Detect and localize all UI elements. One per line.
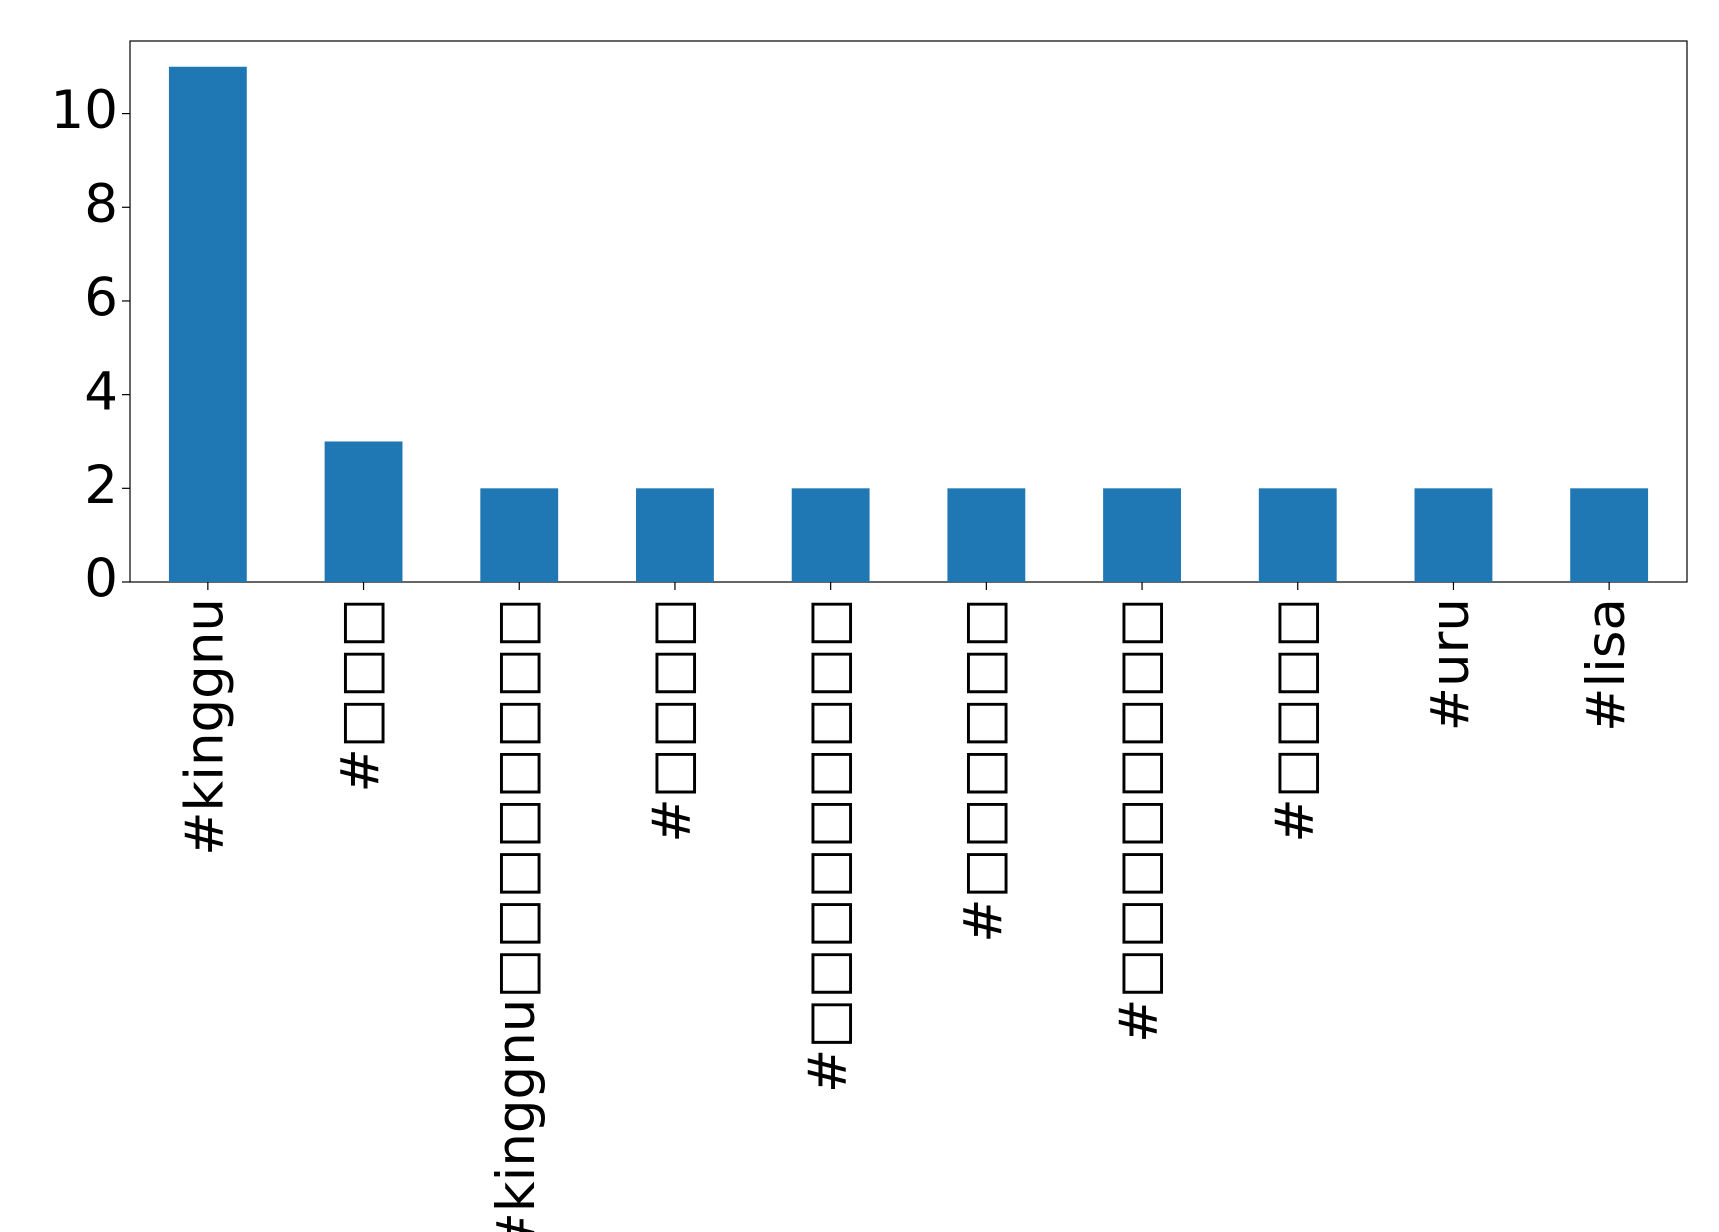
x-tick-label: #□□□ [330,598,391,793]
x-tick-label: #kinggnu [174,598,235,856]
bar [947,488,1026,582]
x-tick-label: #□□□□ [642,598,703,843]
y-tick-label: 10 [51,80,118,141]
x-tick-label: #lisa [1576,598,1637,732]
y-tick-label: 0 [84,549,118,610]
y-tick-label: 2 [84,455,118,516]
bar [1570,488,1649,582]
x-tick-label: #uru [1420,598,1481,731]
bar [1103,488,1181,582]
bar [168,66,247,582]
x-tick-label: #□□□□□□□□ [1109,598,1170,1043]
x-tick-label: #□□□□ [1264,598,1325,843]
bar [636,488,714,582]
plot-frame [129,40,1688,583]
y-tick-label: 6 [84,268,118,329]
bar [1414,488,1493,582]
x-tick-label: #□□□□□□ [953,598,1014,943]
bar [1258,488,1337,582]
x-tick-label: #□□□□□□□□□ [797,598,858,1093]
bar [791,488,870,582]
y-tick-label: 8 [84,174,118,235]
bar [324,441,403,582]
x-tick-label: #kinggnu□□□□□□□□ [486,598,547,1232]
y-tick-label: 4 [84,361,118,422]
bar [480,488,559,582]
